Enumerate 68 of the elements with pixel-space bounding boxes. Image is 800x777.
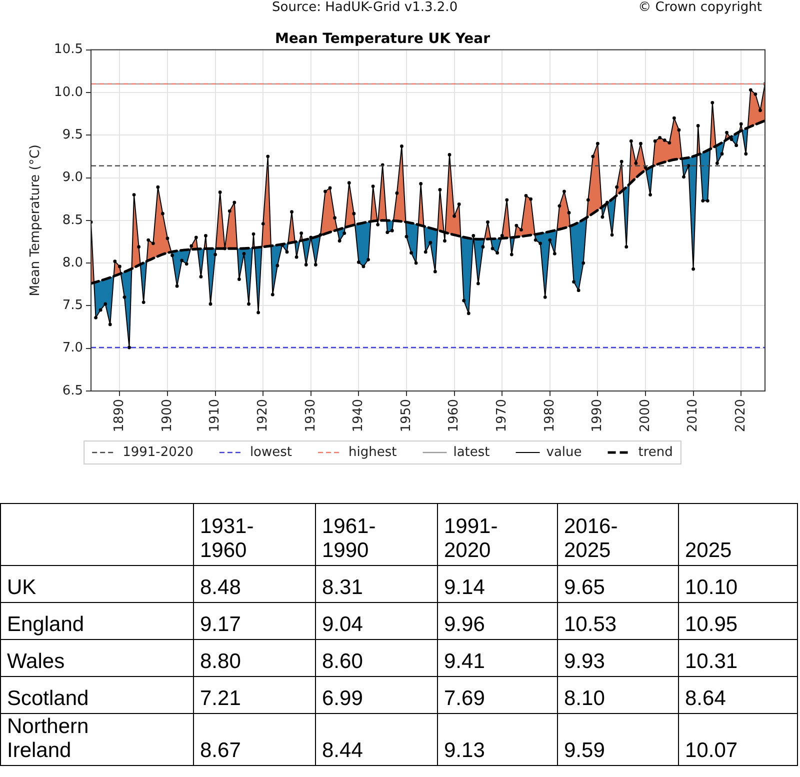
x-tick-label: 1920: [255, 399, 270, 432]
x-tick-label: 1980: [542, 399, 558, 432]
data-label: 10.31: [678, 640, 798, 676]
y-tick-label: 7.0: [62, 340, 83, 356]
data-label: 9.59: [558, 714, 678, 766]
data-label: 7.69: [438, 676, 558, 714]
data-label: 9.17: [194, 602, 316, 640]
x-tick-label: 1910: [208, 399, 223, 432]
chart-title: Mean Temperature UK Year: [274, 31, 490, 48]
y-tick-label: 9.0: [62, 170, 83, 186]
y-tick-label: 8.0: [62, 255, 83, 270]
y-tick-label: 6.5: [62, 383, 83, 398]
data-label: 10.95: [678, 602, 798, 640]
x-tick-label: 1970: [494, 399, 510, 432]
legend-label: value: [546, 444, 582, 460]
data-label: 9.93: [558, 640, 678, 676]
y-tick-label: 7.5: [62, 298, 83, 314]
x-tick-label: 1960: [446, 399, 462, 432]
y-tick-label: UK: [7, 576, 38, 600]
data-label: 6.99: [316, 676, 438, 714]
legend-label: highest: [348, 444, 397, 460]
data-label: 10.10: [678, 566, 798, 602]
legend-label: lowest: [250, 444, 292, 460]
legend-label: latest: [453, 444, 490, 460]
y-tick-label: 8.5: [62, 212, 83, 228]
data-label: 8.64: [678, 676, 798, 714]
data-label: 9.96: [438, 602, 558, 640]
text: © Crown copyright: [638, 0, 762, 15]
x-tick-label: 2000: [638, 399, 653, 432]
y-tick-label: 10.5: [54, 42, 83, 58]
legend-label: trend: [638, 444, 673, 460]
x-tick-label: 1991-2020: [444, 515, 499, 563]
legend-label: 1991-2020: [122, 444, 194, 460]
x-tick-label: 1990: [590, 399, 606, 432]
data-label: 8.60: [316, 640, 438, 676]
data-label: 8.67: [194, 714, 316, 766]
x-tick-label: 2016-2025: [564, 515, 619, 563]
y-tick-label: 9.5: [62, 127, 83, 142]
y-axis-title: Mean Temperature (°C): [28, 144, 44, 296]
x-tick-label: 1890: [112, 399, 128, 432]
data-label: 9.04: [316, 602, 438, 640]
y-tick-label: Northern Ireland: [7, 715, 90, 763]
data-label: 9.65: [558, 566, 678, 602]
data-label: 8.48: [194, 566, 316, 602]
data-label: 7.21: [194, 676, 316, 714]
y-tick-label: England: [7, 613, 86, 637]
y-tick-label: Scotland: [7, 687, 90, 711]
data-label: 9.41: [438, 640, 558, 676]
data-label: 8.31: [316, 566, 438, 602]
data-label: 8.10: [558, 676, 678, 714]
y-tick-label: 10.0: [54, 84, 83, 100]
x-tick-label: 1940: [351, 399, 366, 432]
x-tick-label: 2025: [685, 539, 733, 563]
x-tick-label: 2010: [686, 399, 701, 432]
data-label: 9.13: [438, 714, 558, 766]
x-tick-label: 1900: [160, 399, 175, 432]
data-label: 8.44: [316, 714, 438, 766]
x-tick-label: 1950: [398, 399, 414, 432]
x-tick-label: 1930: [303, 399, 318, 432]
data-label: 9.14: [438, 566, 558, 602]
x-tick-label: 2020: [733, 399, 748, 432]
data-label: 8.80: [194, 640, 316, 676]
x-tick-label: 1961-1990: [322, 515, 377, 563]
data-label: 10.07: [678, 714, 798, 766]
source-note: Source: HadUK-Grid v1.3.2.0: [272, 0, 458, 15]
data-label: 10.53: [558, 602, 678, 640]
x-tick-label: 1931-1960: [200, 515, 255, 563]
y-tick-label: Wales: [7, 650, 66, 674]
